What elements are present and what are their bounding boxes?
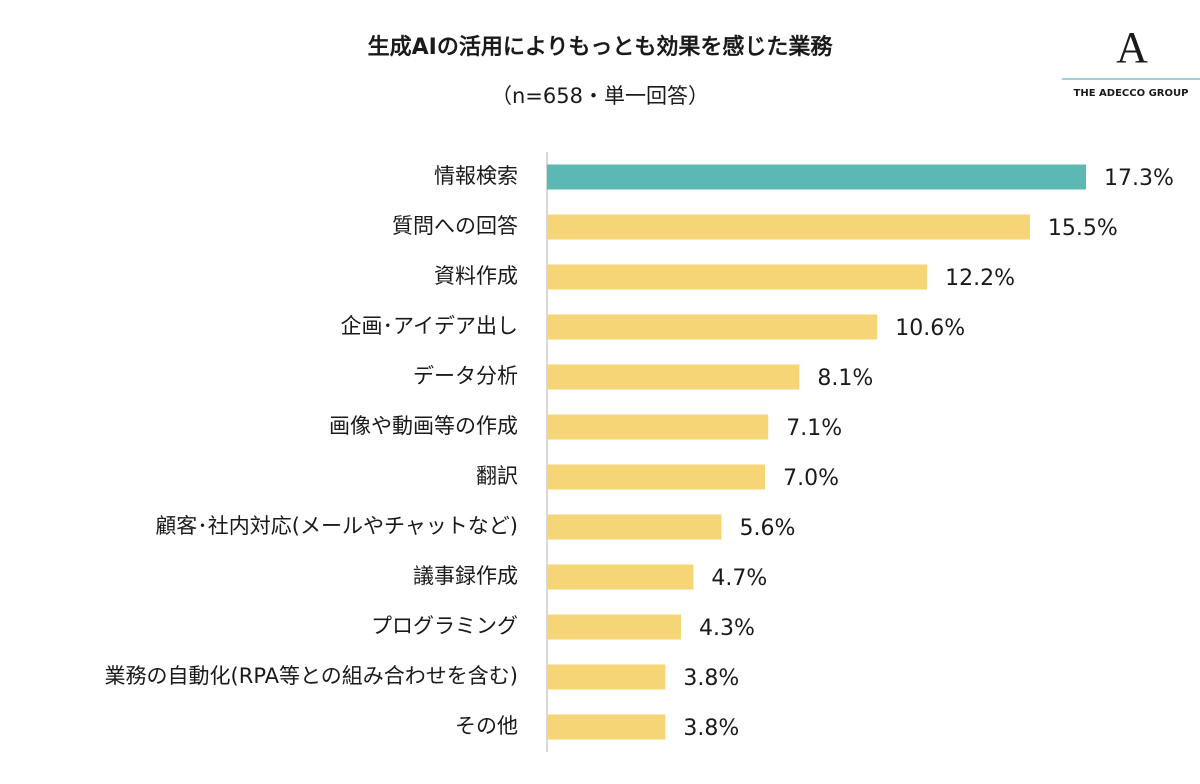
value-label: 3.8% [683, 716, 739, 741]
category-label: 質問への回答 [392, 214, 518, 238]
value-label: 10.6% [895, 316, 965, 341]
bar [547, 414, 769, 440]
category-label: 顧客･社内対応(メールやチャットなど) [155, 514, 518, 538]
chart-title: 生成AIの活用によりもっとも効果を感じた業務 [368, 34, 834, 60]
bar [547, 264, 928, 290]
value-label: 7.0% [783, 466, 839, 491]
value-label: 4.7% [711, 566, 767, 591]
bar [547, 464, 766, 490]
bar [547, 664, 666, 690]
category-label: 資料作成 [434, 264, 518, 288]
value-label: 8.1% [817, 366, 873, 391]
bar [547, 214, 1030, 240]
category-label: 業務の自動化(RPA等との組み合わせを含む) [105, 664, 518, 688]
value-label: 5.6% [739, 516, 795, 541]
logo-mark: A [1116, 23, 1148, 72]
category-label: 翻訳 [476, 464, 518, 488]
category-label: 情報検索 [434, 164, 518, 188]
value-label: 7.1% [786, 416, 842, 441]
bar [547, 614, 681, 640]
category-label: 議事録作成 [413, 564, 518, 588]
category-label: その他 [455, 714, 518, 738]
value-label: 12.2% [945, 266, 1015, 291]
category-label: 画像や動画等の作成 [329, 414, 518, 438]
value-label: 3.8% [683, 666, 739, 691]
bar [547, 514, 722, 540]
value-label: 4.3% [699, 616, 755, 641]
logo-text: THE ADECCO GROUP [1074, 88, 1189, 99]
bar [547, 714, 666, 740]
category-label: 企画･アイデア出し [341, 314, 518, 338]
category-label: データ分析 [413, 364, 518, 388]
bar [547, 564, 694, 590]
value-label: 15.5% [1048, 216, 1118, 241]
category-label: プログラミング [371, 614, 518, 638]
bar [547, 314, 878, 340]
bar [547, 364, 800, 390]
chart-subtitle: （n=658・単一回答） [491, 84, 709, 108]
bar [547, 164, 1086, 190]
value-label: 17.3% [1104, 166, 1174, 191]
